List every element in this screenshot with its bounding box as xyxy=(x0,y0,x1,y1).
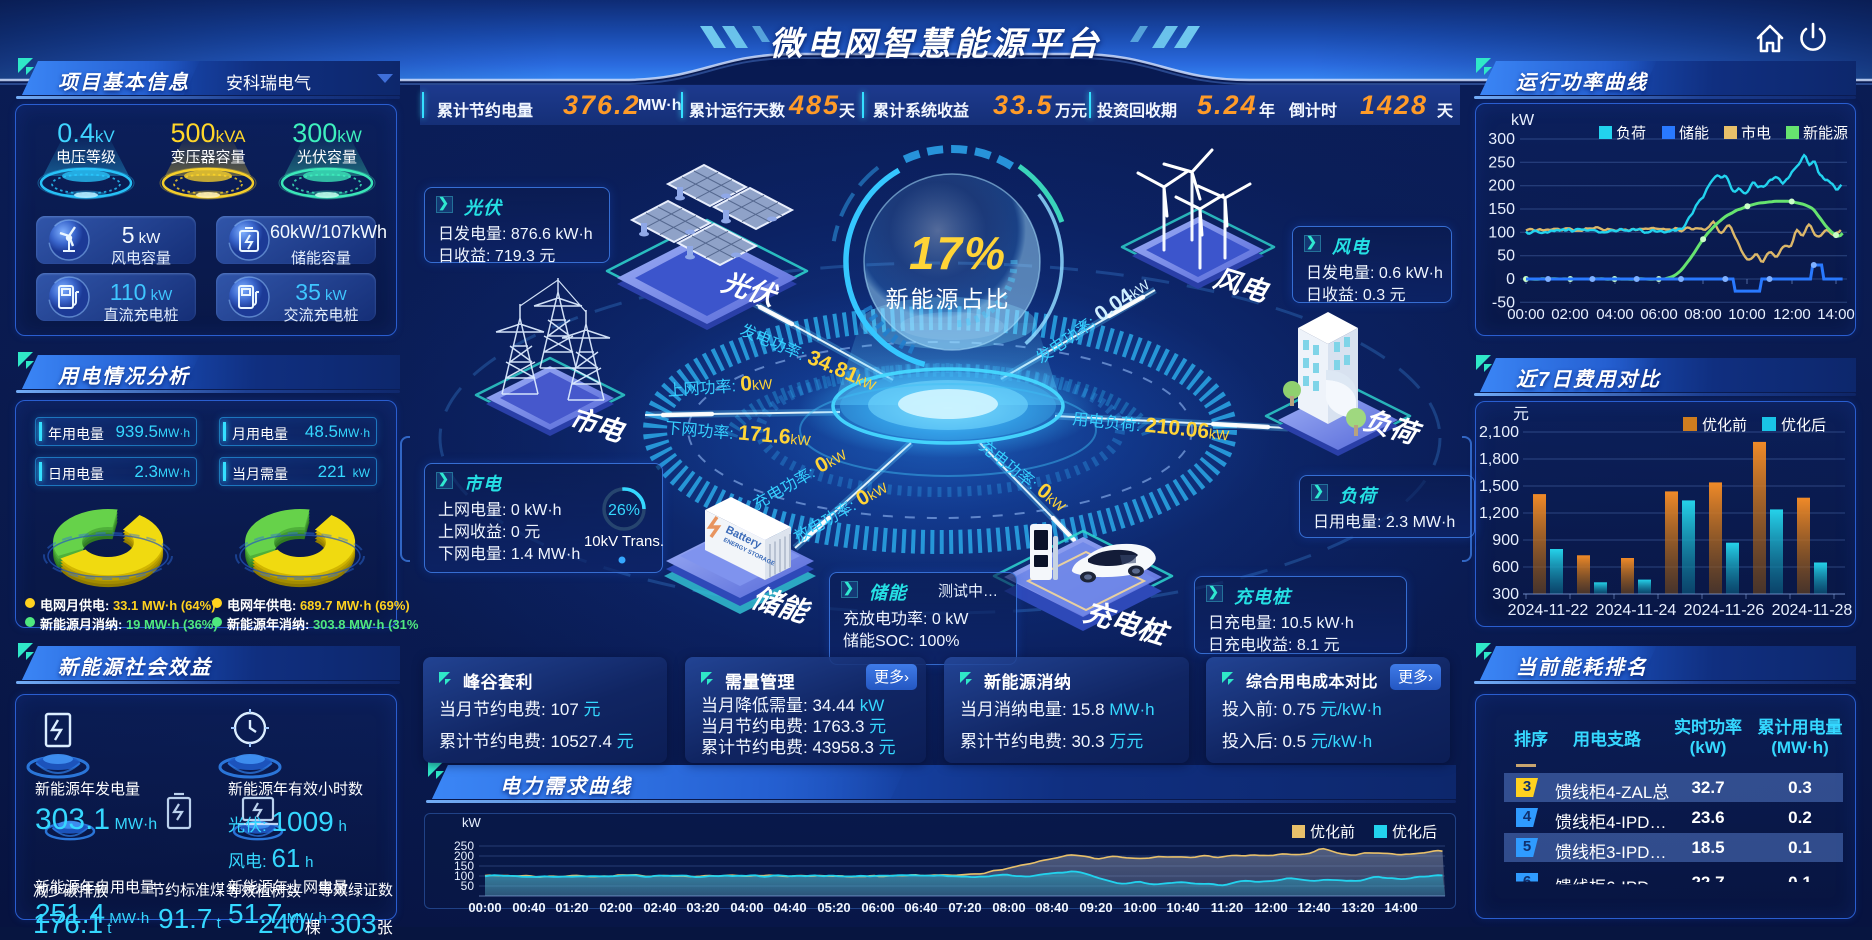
svg-text:02:00: 02:00 xyxy=(1551,306,1589,323)
svg-text:优化前: 优化前 xyxy=(1702,417,1747,434)
svg-text:负荷: 负荷 xyxy=(1360,405,1425,451)
svg-text:250: 250 xyxy=(454,839,474,853)
svg-text:2,100: 2,100 xyxy=(1479,424,1519,441)
svg-text:2024-11-22: 2024-11-22 xyxy=(1508,602,1589,619)
svg-text:1,800: 1,800 xyxy=(1479,451,1519,468)
svg-text:300: 300 xyxy=(1492,586,1519,603)
svg-text:上网功率: 0kW: 上网功率: 0kW xyxy=(667,371,774,401)
svg-text:优化前: 优化前 xyxy=(1310,824,1355,841)
svg-text:kW: kW xyxy=(1511,112,1535,129)
svg-text:用电负荷: 210.06kW: 用电负荷: 210.06kW xyxy=(1071,406,1231,445)
svg-text:14:00: 14:00 xyxy=(1817,306,1855,323)
svg-text:kW: kW xyxy=(462,815,482,830)
svg-text:2024-11-24: 2024-11-24 xyxy=(1596,602,1677,619)
svg-text:100: 100 xyxy=(454,869,474,883)
svg-text:1,500: 1,500 xyxy=(1479,478,1519,495)
svg-text:100: 100 xyxy=(1488,224,1515,241)
svg-text:150: 150 xyxy=(454,859,474,873)
svg-text:2024-11-28: 2024-11-28 xyxy=(1772,602,1853,619)
svg-text:-50: -50 xyxy=(1492,294,1515,311)
svg-text:300: 300 xyxy=(1488,131,1515,148)
svg-text:200: 200 xyxy=(1488,178,1515,195)
svg-text:150: 150 xyxy=(1488,201,1515,218)
svg-text:50: 50 xyxy=(1497,248,1515,265)
svg-text:17%: 17% xyxy=(909,227,1007,279)
svg-text:10kV Trans.: 10kV Trans. xyxy=(584,533,664,550)
svg-text:负荷: 负荷 xyxy=(1616,125,1646,142)
svg-text:06:00: 06:00 xyxy=(1640,306,1678,323)
svg-text:下网功率: 171.6kW: 下网功率: 171.6kW xyxy=(665,415,813,451)
svg-text:储能: 储能 xyxy=(748,582,814,629)
svg-text:新能源: 新能源 xyxy=(1803,125,1848,142)
svg-text:50: 50 xyxy=(461,879,475,893)
svg-text:2024-11-26: 2024-11-26 xyxy=(1684,602,1765,619)
svg-text:00:00: 00:00 xyxy=(1507,306,1545,323)
svg-text:风电: 风电 xyxy=(1210,263,1272,308)
svg-text:08:00: 08:00 xyxy=(1684,306,1722,323)
svg-text:200: 200 xyxy=(454,849,474,863)
svg-text:250: 250 xyxy=(1488,154,1515,171)
svg-text:1,200: 1,200 xyxy=(1479,505,1519,522)
svg-text:12:00: 12:00 xyxy=(1773,306,1811,323)
svg-text:900: 900 xyxy=(1492,532,1519,549)
svg-text:优化后: 优化后 xyxy=(1392,824,1437,841)
svg-text:优化后: 优化后 xyxy=(1781,417,1826,434)
svg-text:元: 元 xyxy=(1513,406,1529,423)
svg-text:10:00: 10:00 xyxy=(1728,306,1766,323)
svg-text:储能: 储能 xyxy=(1679,125,1709,142)
svg-text:600: 600 xyxy=(1492,559,1519,576)
svg-text:26%: 26% xyxy=(608,502,640,519)
svg-text:0: 0 xyxy=(1506,271,1515,288)
svg-text:新能源占比: 新能源占比 xyxy=(886,286,1011,312)
svg-text:04:00: 04:00 xyxy=(1596,306,1634,323)
svg-text:市电: 市电 xyxy=(1741,125,1771,142)
